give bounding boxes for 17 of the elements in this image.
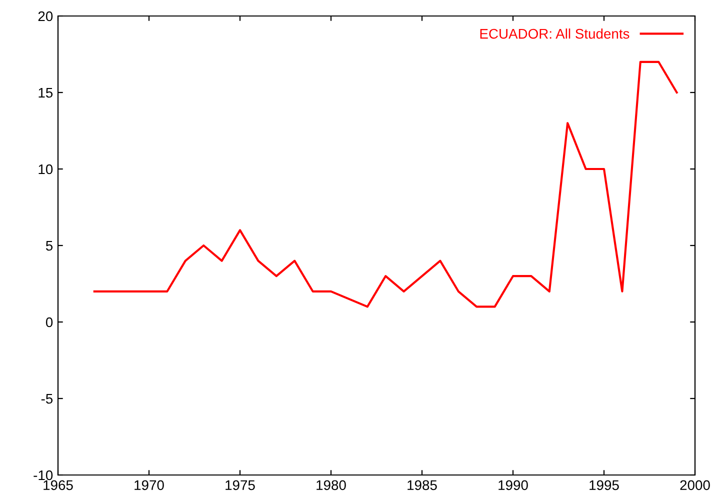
y-tick-label: 10 xyxy=(38,164,53,174)
x-tick-label: 1995 xyxy=(590,480,619,490)
y-tick-label: -10 xyxy=(34,470,53,480)
y-tick-label: -5 xyxy=(41,394,53,404)
x-tick-label: 1975 xyxy=(226,480,255,490)
line-series xyxy=(93,60,678,308)
x-tick-label: 1965 xyxy=(44,480,73,490)
y-tick-label: 15 xyxy=(38,88,53,98)
x-tick-label: 1970 xyxy=(134,480,164,490)
legend-label: ECUADOR: All Students xyxy=(480,28,630,39)
x-tick-label: 1990 xyxy=(498,480,528,490)
y-tick-label: 5 xyxy=(46,240,53,251)
x-tick-label: 1980 xyxy=(316,480,346,490)
x-tick-label: 1985 xyxy=(408,480,437,490)
y-tick-label: 0 xyxy=(46,317,53,328)
y-tick-label: 20 xyxy=(38,11,53,22)
x-tick-label: 2000 xyxy=(680,480,710,490)
